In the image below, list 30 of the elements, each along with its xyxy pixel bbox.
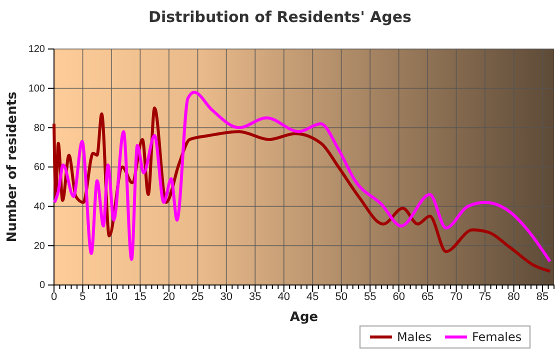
x-tick-label: 10 — [105, 290, 118, 303]
x-tick-label: 45 — [306, 290, 319, 303]
x-tick-label: 35 — [249, 290, 262, 303]
x-tick-label: 55 — [364, 290, 376, 303]
legend-label: Females — [472, 330, 522, 344]
x-tick-label: 20 — [162, 290, 176, 303]
y-tick-label: 120 — [28, 44, 46, 56]
chart-title: Distribution of Residents' Ages — [148, 8, 412, 26]
y-tick-label: 0 — [39, 280, 46, 292]
x-tick-label: 75 — [478, 290, 492, 303]
x-tick-label: 30 — [220, 290, 233, 303]
legend-label: Males — [397, 330, 432, 344]
y-tick-label: 100 — [28, 84, 46, 95]
x-axis-title: Age — [290, 310, 318, 325]
x-tick-label: 65 — [421, 290, 434, 303]
y-axis-title: Number of residents — [5, 91, 20, 242]
x-tick-label: 50 — [335, 290, 348, 303]
x-tick-label: 0 — [50, 290, 58, 303]
x-tick-label: 15 — [134, 290, 146, 303]
y-tick-label: 20 — [34, 240, 46, 252]
x-tick-label: 60 — [392, 290, 405, 303]
x-tick-label: 40 — [278, 290, 290, 303]
y-tick-label: 60 — [34, 162, 46, 174]
x-tick-label: 5 — [80, 290, 86, 303]
y-tick-label: 80 — [34, 122, 46, 134]
x-tick-label: 85 — [536, 290, 549, 303]
x-tick-label: 25 — [192, 290, 204, 303]
x-tick-label: 80 — [508, 290, 520, 303]
y-tick-label: 40 — [34, 202, 46, 213]
x-tick-label: 70 — [450, 290, 462, 303]
